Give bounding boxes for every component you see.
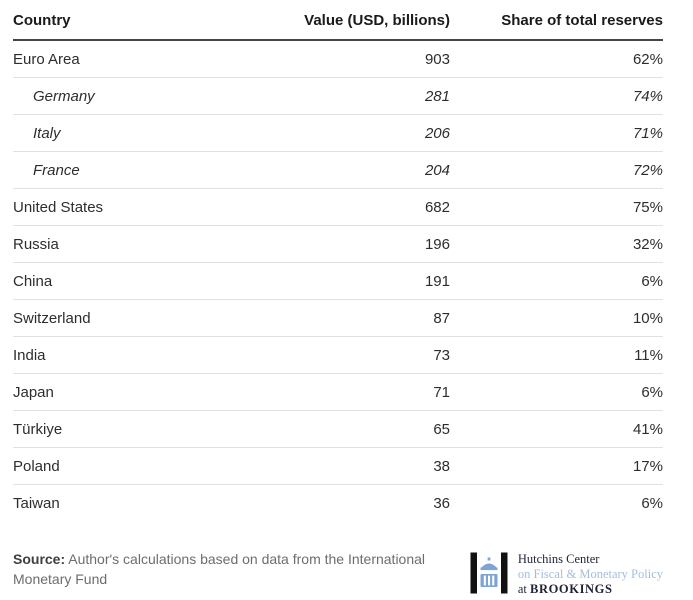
country-cell: Russia <box>13 225 293 263</box>
country-cell: Türkiye <box>13 410 293 448</box>
table-row: Germany 281 74% <box>13 77 663 115</box>
country-cell: United States <box>13 188 293 226</box>
table-header: Country Value (USD, billions) Share of t… <box>13 6 663 41</box>
share-cell: 6% <box>450 262 663 300</box>
column-header-value: Value (USD, billions) <box>293 6 450 41</box>
share-cell: 41% <box>450 410 663 448</box>
table-body: Euro Area 903 62% Germany 281 74% Italy … <box>13 40 663 521</box>
figure-footer: Source: Author's calculations based on d… <box>13 549 663 600</box>
table-row: Euro Area 903 62% <box>13 40 663 78</box>
country-cell: Japan <box>13 373 293 411</box>
source-note: Source: Author's calculations based on d… <box>13 549 455 589</box>
country-cell: India <box>13 336 293 374</box>
logo-org-name: Hutchins Center <box>517 552 600 566</box>
table-row: China 191 6% <box>13 262 663 300</box>
logo-wordmark: Hutchins Center on Fiscal & Monetary Pol… <box>518 551 663 597</box>
value-cell: 73 <box>293 336 450 374</box>
country-cell: Italy <box>13 114 293 152</box>
table-row: Italy 206 71% <box>13 114 663 152</box>
share-cell: 72% <box>450 151 663 189</box>
table-row: Poland 38 17% <box>13 447 663 485</box>
value-cell: 903 <box>293 40 450 78</box>
country-cell: Switzerland <box>13 299 293 337</box>
share-cell: 62% <box>450 40 663 78</box>
value-cell: 206 <box>293 114 450 152</box>
country-cell: China <box>13 262 293 300</box>
country-cell: Taiwan <box>13 494 60 512</box>
logo-program-name: on Fiscal & Monetary Policy <box>517 567 663 581</box>
share-cell: 32% <box>450 225 663 263</box>
logo-at-text: at <box>517 582 531 596</box>
value-cell: 196 <box>293 225 450 263</box>
logo-brookings-text: BROOKINGS <box>530 582 613 596</box>
share-cell: 6% <box>450 373 663 411</box>
table-row: Taiwan 36 6% <box>13 485 663 522</box>
table-row: Switzerland 87 10% <box>13 299 663 337</box>
logo-parent-org: at BROOKINGS <box>518 582 663 597</box>
value-cell: 65 <box>293 410 450 448</box>
source-text: Author's calculations based on data from… <box>13 551 426 587</box>
share-cell: 74% <box>450 77 663 115</box>
table-row: Japan 71 6% <box>13 373 663 411</box>
table-row: United States 682 75% <box>13 188 663 226</box>
hutchins-h-building-icon <box>469 551 509 600</box>
gold-reserves-table: Country Value (USD, billions) Share of t… <box>13 6 663 521</box>
value-cell: 71 <box>293 373 450 411</box>
column-header-share: Share of total reserves <box>450 6 663 41</box>
share-cell: 6% <box>641 494 663 512</box>
source-label: Source: <box>13 551 66 567</box>
value-cell: 38 <box>293 447 450 485</box>
value-cell: 87 <box>293 299 450 337</box>
country-cell: Euro Area <box>13 40 293 78</box>
share-cell: 10% <box>450 299 663 337</box>
value-cell: 281 <box>293 77 450 115</box>
table-row: India 73 11% <box>13 336 663 374</box>
country-cell: France <box>13 151 293 189</box>
figure-container: Country Value (USD, billions) Share of t… <box>13 6 663 600</box>
table-row: France 204 72% <box>13 151 663 189</box>
share-cell: 11% <box>450 336 663 374</box>
value-cell: 682 <box>293 188 450 226</box>
column-header-country: Country <box>13 6 293 41</box>
value-cell: 191 <box>293 262 450 300</box>
share-cell: 71% <box>450 114 663 152</box>
table-row: Russia 196 32% <box>13 225 663 263</box>
country-cell: Poland <box>13 447 293 485</box>
value-cell: 204 <box>293 151 450 189</box>
value-cell: 36 <box>433 494 450 512</box>
share-cell: 17% <box>450 447 663 485</box>
hutchins-center-logo: Hutchins Center on Fiscal & Monetary Pol… <box>469 549 663 600</box>
country-cell: Germany <box>13 77 293 115</box>
share-cell: 75% <box>450 188 663 226</box>
table-row: Türkiye 65 41% <box>13 410 663 448</box>
